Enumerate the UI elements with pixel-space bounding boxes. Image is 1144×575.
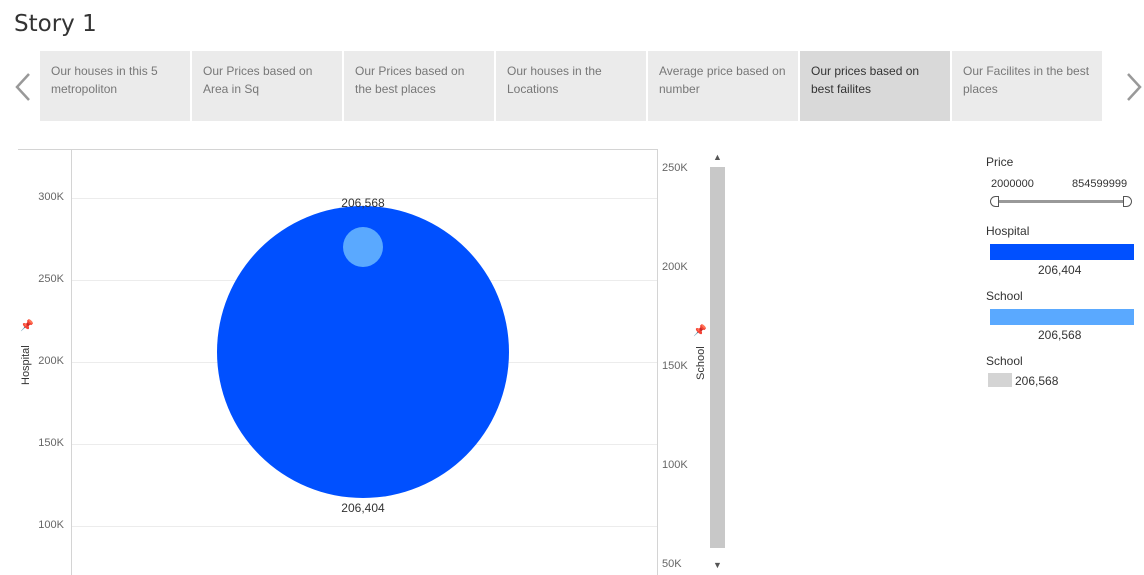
price-slider-min-handle[interactable]: [990, 196, 999, 207]
school-bubble[interactable]: [343, 227, 383, 267]
tab-facilites-best-places[interactable]: Our Facilites in the best places: [952, 51, 1102, 121]
right-axis-tick-label: 50K: [662, 558, 682, 571]
plot-border-right: [657, 149, 658, 575]
tab-label: Our Facilites in the best places: [963, 64, 1090, 96]
right-axis-tick-label: 100K: [662, 459, 688, 472]
right-axis-title: School: [695, 346, 707, 380]
hospital-data-label: 206,404: [341, 500, 385, 515]
pin-icon[interactable]: 📌: [20, 320, 34, 332]
hospital-legend-title: Hospital: [986, 224, 1030, 238]
left-axis-tick-label: 150K: [38, 436, 64, 449]
tab-label: Our houses in the Locations: [507, 64, 602, 96]
price-slider-max-handle[interactable]: [1123, 196, 1132, 207]
bubble-chart: 300K 250K 200K 150K 100K 250K 200K 150K 100K 50K 2…: [18, 149, 688, 575]
left-axis-tick-label: 100K: [38, 518, 64, 531]
tab-label: Our Prices based on the best places: [355, 64, 465, 96]
right-axis-tick-label: 200K: [662, 260, 688, 273]
tab-label: Our prices based on best failites: [811, 64, 920, 96]
right-axis-tick-label: 150K: [662, 359, 688, 372]
plot-border-left: [71, 149, 72, 575]
tab-label: Average price based on number: [659, 64, 786, 96]
left-axis-tick-label: 300K: [38, 191, 64, 204]
left-axis-tick-label: 250K: [38, 273, 64, 286]
school-legend-title: School: [986, 289, 1023, 303]
story-title: Story 1: [14, 11, 97, 37]
price-min: 2000000: [991, 178, 1034, 190]
school-color-swatch: [990, 309, 1134, 325]
school-size-legend-title: School: [986, 354, 1023, 368]
school-size-legend-value: 206,568: [1015, 374, 1059, 388]
tab-average-price[interactable]: Average price based on number: [648, 51, 798, 121]
pin-icon[interactable]: 📌: [693, 325, 707, 337]
tab-our-houses-metropoliton[interactable]: Our houses in this 5 metropoliton: [40, 51, 190, 121]
gridline: [72, 198, 657, 200]
tab-prices-best-failites[interactable]: Our prices based on best failites: [800, 51, 950, 121]
tab-houses-locations[interactable]: Our houses in the Locations: [496, 51, 646, 121]
gridline: [72, 525, 657, 527]
price-legend-title: Price: [986, 155, 1014, 169]
vertical-scrollbar[interactable]: ▲ ▼: [710, 150, 725, 575]
tab-prices-best-places[interactable]: Our Prices based on the best places: [344, 51, 494, 121]
previous-arrow-icon[interactable]: [13, 70, 33, 104]
price-max: 854599999: [1072, 178, 1128, 190]
scroll-up-icon[interactable]: ▲: [713, 152, 722, 162]
tab-prices-area[interactable]: Our Prices based on Area in Sq: [192, 51, 342, 121]
story-tabs: Our houses in this 5 metropoliton Our Pr…: [40, 51, 1104, 121]
next-arrow-icon[interactable]: [1124, 70, 1144, 104]
school-data-label: 206,568: [341, 195, 385, 210]
school-legend-value: 206,568: [1038, 328, 1082, 342]
tab-label: Our Prices based on Area in Sq: [203, 64, 313, 96]
hospital-color-swatch: [990, 244, 1134, 260]
school-size-swatch: [988, 373, 1012, 387]
chart-frame: [18, 149, 658, 575]
scroll-down-icon[interactable]: ▼: [713, 560, 722, 570]
price-slider-track[interactable]: [992, 200, 1124, 203]
tab-label: Our houses in this 5 metropoliton: [51, 64, 158, 96]
scroll-thumb[interactable]: [710, 167, 725, 548]
left-axis-title: Hospital: [20, 345, 32, 385]
left-axis-tick-label: 200K: [38, 355, 64, 367]
hospital-legend-value: 206,404: [1038, 263, 1082, 277]
right-axis-tick-label: 250K: [662, 161, 688, 174]
